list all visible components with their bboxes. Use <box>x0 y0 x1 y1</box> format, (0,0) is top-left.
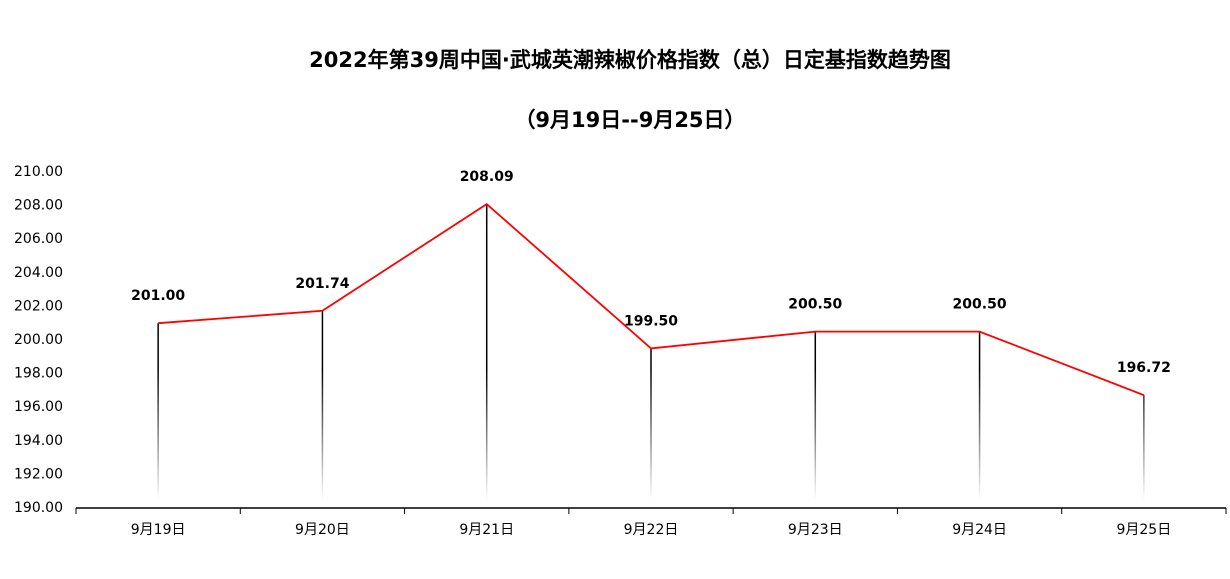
series-line <box>158 202 1145 396</box>
value-label: 200.50 <box>788 297 842 313</box>
y-tick-label: 198.00 <box>14 366 63 382</box>
x-tick-label: 9月23日 <box>788 522 843 538</box>
y-tick-label: 192.00 <box>14 466 63 482</box>
y-tick-label: 204.00 <box>14 265 63 281</box>
value-label: 196.72 <box>1117 360 1171 376</box>
x-tick-label: 9月25日 <box>1116 522 1171 538</box>
chart-title: 2022年第39周中国·武城英潮辣椒价格指数（总）日定基指数趋势图 <box>309 48 951 72</box>
chart-subtitle: （9月19日--9月25日） <box>514 108 745 132</box>
x-tick-label: 9月20日 <box>295 522 350 538</box>
y-tick-label: 190.00 <box>14 500 63 516</box>
y-tick-label: 208.00 <box>14 198 63 214</box>
value-label: 208.09 <box>460 169 514 185</box>
x-tick-label: 9月21日 <box>459 522 514 538</box>
value-label: 201.74 <box>295 276 349 292</box>
x-tick-label: 9月19日 <box>131 522 186 538</box>
y-tick-label: 202.00 <box>14 298 63 314</box>
value-label: 201.00 <box>131 288 185 304</box>
y-tick-label: 210.00 <box>14 164 63 180</box>
y-tick-label: 196.00 <box>14 399 63 415</box>
x-tick-label: 9月22日 <box>624 522 679 538</box>
y-tick-label: 194.00 <box>14 433 63 449</box>
y-tick-label: 200.00 <box>14 332 63 348</box>
x-tick-label: 9月24日 <box>952 522 1007 538</box>
y-tick-label: 206.00 <box>14 231 63 247</box>
value-label: 199.50 <box>624 313 678 329</box>
value-label: 200.50 <box>953 297 1007 313</box>
